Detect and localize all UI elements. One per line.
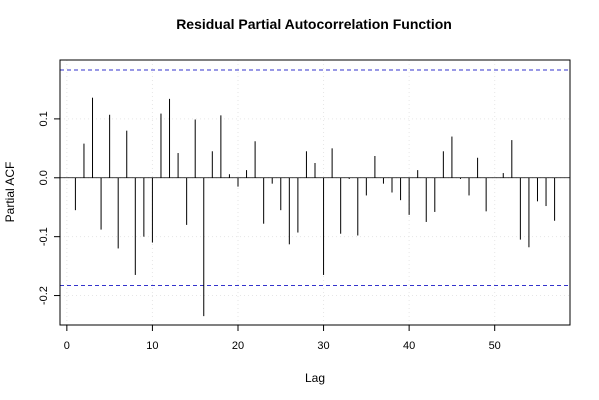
chart-title: Residual Partial Autocorrelation Functio… xyxy=(176,16,452,32)
x-tick-label-4: 40 xyxy=(403,340,415,352)
confidence-bounds xyxy=(60,69,570,287)
plot-frame xyxy=(59,59,571,326)
y-tick-label-3: 0.1 xyxy=(38,111,50,126)
x-tick-label-3: 30 xyxy=(317,340,329,352)
x-tick-label-5: 50 xyxy=(489,340,501,352)
x-axis-label: Lag xyxy=(305,371,325,385)
y-tick-label-0: -0.2 xyxy=(38,286,50,305)
y-tick-label-1: -0.1 xyxy=(38,227,50,246)
x-axis: 0 10 20 30 40 50 xyxy=(64,325,501,352)
x-tick-label-1: 10 xyxy=(146,340,158,352)
pacf-bars xyxy=(74,97,556,317)
y-axis: -0.2 -0.1 0.0 0.1 xyxy=(38,111,60,305)
y-axis-label: Partial ACF xyxy=(3,162,17,223)
y-tick-label-2: 0.0 xyxy=(38,170,50,185)
x-tick-label-0: 0 xyxy=(64,340,70,352)
x-tick-label-2: 20 xyxy=(232,340,244,352)
